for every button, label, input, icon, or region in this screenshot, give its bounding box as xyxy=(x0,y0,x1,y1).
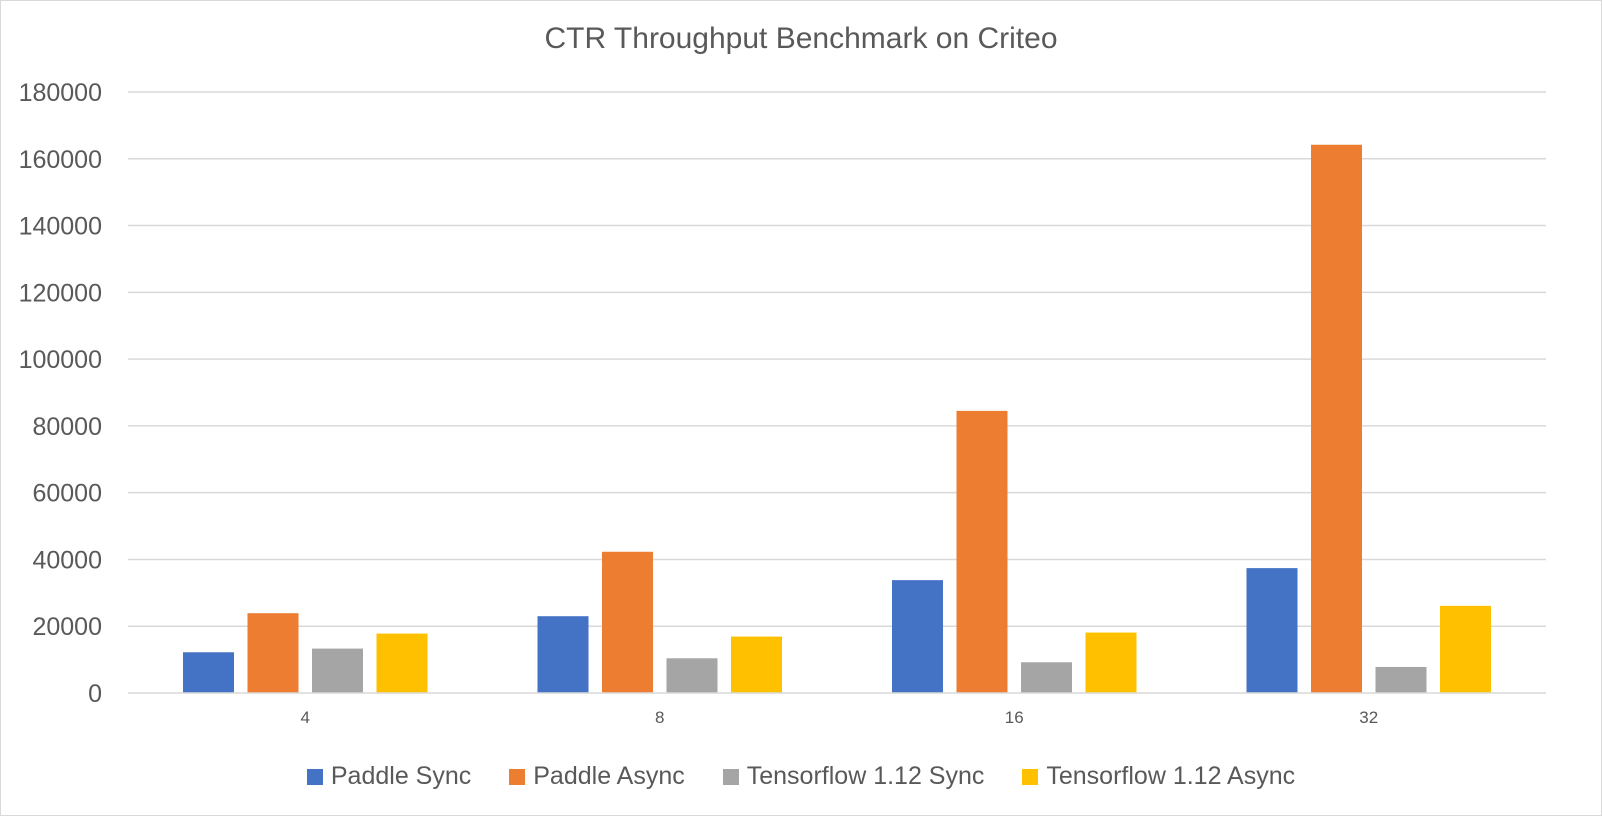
bar-tensorflow-1-12-sync-16 xyxy=(1021,662,1072,693)
chart-title: CTR Throughput Benchmark on Criteo xyxy=(544,22,1058,55)
bar-paddle-sync-8 xyxy=(537,616,589,693)
bar-paddle-sync-16 xyxy=(892,580,943,693)
legend-label-paddle-async: Paddle Async xyxy=(533,762,685,790)
bar-tensorflow-1-12-async-4 xyxy=(376,633,428,693)
x-tick-label: 4 xyxy=(301,708,310,727)
legend: Paddle Sync Paddle Async Tensorflow 1.12… xyxy=(0,762,1602,791)
bar-tensorflow-1-12-sync-32 xyxy=(1375,666,1427,693)
bar-paddle-sync-32 xyxy=(1246,568,1298,693)
legend-label-tensorflow-async: Tensorflow 1.12 Async xyxy=(1046,762,1296,790)
bar-tensorflow-1-12-async-16 xyxy=(1085,632,1137,693)
y-axis-ticks: 0 20000 40000 60000 80000 100000 120000 140000 1… xyxy=(19,79,102,708)
x-tick-label: 16 xyxy=(1005,708,1024,727)
y-tick-label: 100000 xyxy=(19,346,102,374)
bars xyxy=(183,144,1491,693)
legend-item-tensorflow-sync: Tensorflow 1.12 Sync xyxy=(722,762,985,791)
bar-paddle-async-32 xyxy=(1311,144,1362,693)
legend-item-tensorflow-async: Tensorflow 1.12 Async xyxy=(1022,762,1295,791)
y-tick-label: 40000 xyxy=(32,546,102,574)
bar-paddle-async-4 xyxy=(247,613,299,693)
y-tick-label: 120000 xyxy=(19,279,102,307)
x-tick-label: 8 xyxy=(655,708,664,727)
legend-item-paddle-async: Paddle Async xyxy=(509,762,685,791)
y-tick-label: 80000 xyxy=(32,413,102,441)
y-tick-label: 0 xyxy=(88,680,102,708)
bar-tensorflow-1-12-async-32 xyxy=(1440,605,1491,693)
y-tick-label: 60000 xyxy=(32,480,102,508)
y-tick-label: 20000 xyxy=(32,613,102,641)
bar-tensorflow-1-12-sync-4 xyxy=(312,648,363,693)
legend-label-tensorflow-sync: Tensorflow 1.12 Sync xyxy=(746,762,985,790)
bar-paddle-async-8 xyxy=(602,551,653,693)
y-tick-label: 140000 xyxy=(19,213,102,241)
gridlines xyxy=(128,91,1546,627)
legend-swatch-tensorflow-async xyxy=(1022,768,1039,785)
legend-label-paddle-sync: Paddle Sync xyxy=(330,762,472,790)
x-axis-ticks: 4 8 16 32 xyxy=(301,708,1379,727)
y-tick-label: 180000 xyxy=(19,79,102,107)
legend-swatch-paddle-sync xyxy=(306,768,323,785)
y-tick-label: 160000 xyxy=(19,146,102,174)
legend-swatch-paddle-async xyxy=(509,768,526,785)
x-tick-label: 32 xyxy=(1359,708,1378,727)
legend-swatch-tensorflow-sync xyxy=(722,768,739,785)
bar-tensorflow-1-12-async-8 xyxy=(731,636,782,693)
bar-tensorflow-1-12-sync-8 xyxy=(666,658,718,693)
bar-paddle-sync-4 xyxy=(183,652,234,693)
bar-paddle-async-16 xyxy=(956,410,1008,693)
legend-item-paddle-sync: Paddle Sync xyxy=(306,762,472,791)
